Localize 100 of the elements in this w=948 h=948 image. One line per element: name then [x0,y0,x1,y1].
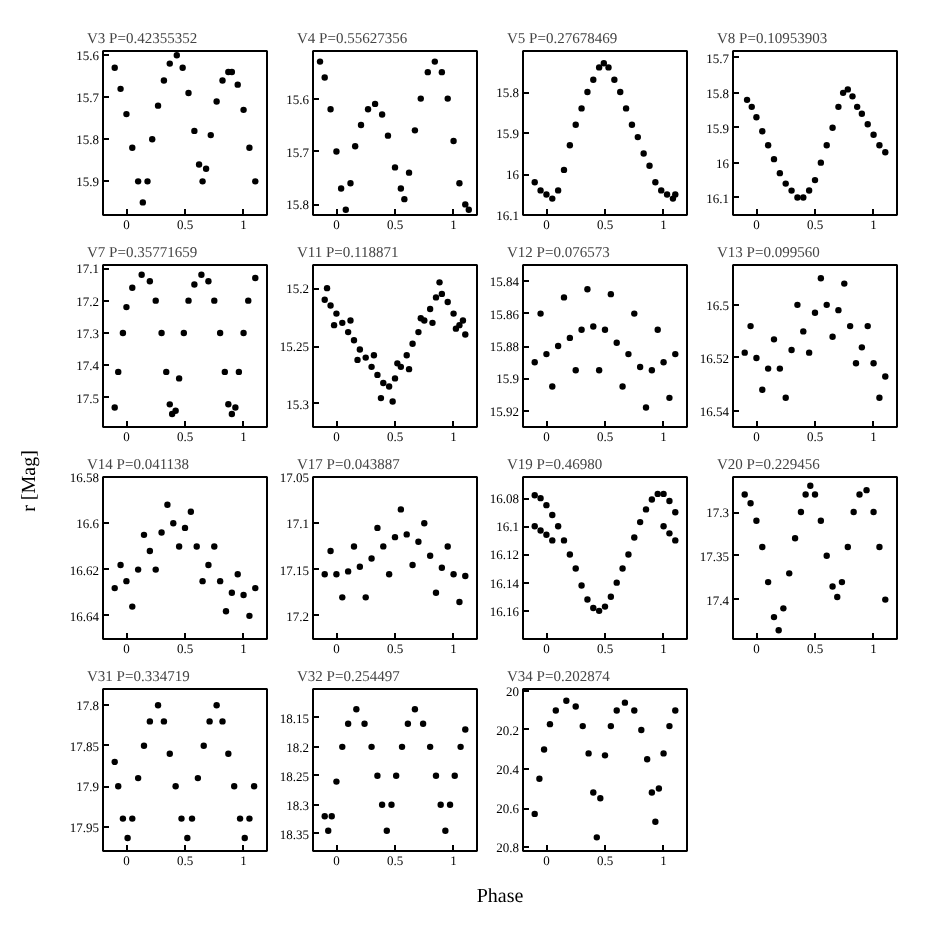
point [129,603,136,610]
point [392,772,400,779]
point [351,143,359,150]
point [882,149,889,156]
point [339,743,346,751]
point [543,501,550,509]
point [537,310,544,317]
point [817,275,825,282]
point [595,64,603,71]
point [380,543,387,550]
point [140,742,148,749]
point [560,537,568,544]
point [549,383,556,390]
point [129,815,136,822]
point [600,60,608,67]
point [377,394,385,402]
point [339,319,346,327]
point [607,290,615,298]
point [554,342,562,350]
point [232,404,239,411]
point [595,367,603,374]
point [339,594,346,601]
point [374,524,381,532]
point [374,371,381,379]
point [852,360,860,367]
point [149,136,156,143]
point [429,319,436,327]
point [672,509,679,516]
point [607,593,615,600]
point [240,106,247,114]
point [666,722,673,730]
point [353,706,360,713]
point [404,720,412,727]
point [640,150,647,157]
point [858,110,866,117]
point [431,58,439,65]
point [432,589,440,596]
point [622,105,630,112]
point [835,306,842,314]
point [432,294,440,301]
point [401,195,408,203]
point [770,155,778,163]
point [566,142,574,149]
point [240,591,247,599]
point [356,563,364,570]
point [173,52,180,59]
point [111,404,118,411]
point [216,329,224,337]
point [660,490,667,498]
point [835,103,842,111]
point [753,517,760,524]
point [446,801,454,808]
point [643,756,651,763]
point [216,577,224,585]
point [788,187,795,194]
point [207,131,214,139]
point [450,137,457,145]
point [356,346,364,353]
point [648,496,656,503]
point [759,128,766,135]
point [601,603,609,610]
point [811,491,819,498]
point [321,571,328,578]
point [853,103,861,111]
point [374,772,381,779]
point [566,551,574,558]
point [378,801,386,808]
point [817,517,825,524]
point [636,363,644,371]
point [321,296,328,303]
point [327,302,334,309]
point [115,368,122,376]
point [849,93,856,100]
point [593,834,600,841]
point [432,772,440,779]
point [590,789,597,796]
point [764,365,772,372]
point [362,594,369,601]
point [234,81,241,88]
point [666,530,673,537]
point [246,612,253,620]
point [138,271,145,278]
point [748,103,755,111]
point [380,379,387,387]
point [211,297,218,304]
x-axis-title: Phase [476,886,525,908]
point [389,398,396,405]
point [794,194,801,201]
point [672,350,679,358]
point [160,718,168,725]
point [462,331,469,338]
point [560,294,568,301]
point [144,178,151,185]
point [654,326,661,333]
point [764,142,772,149]
point [578,326,585,333]
point [870,508,877,516]
point [444,298,451,306]
point [782,180,789,187]
point [759,543,766,551]
